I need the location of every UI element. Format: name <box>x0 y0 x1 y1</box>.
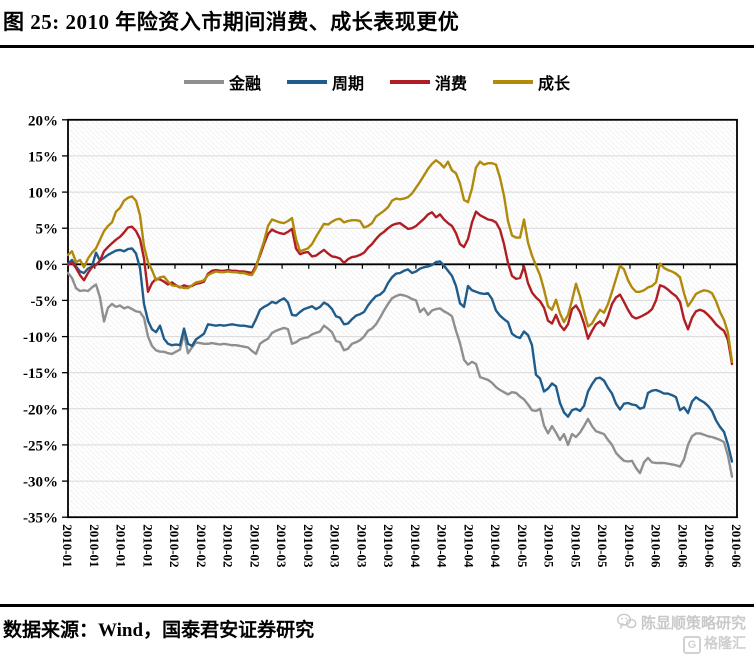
zero-axis <box>67 263 738 269</box>
series-line-growth <box>66 159 734 363</box>
svg-text:10%: 10% <box>28 186 58 202</box>
watermark: 陈显顺策略研究 G 格隆汇 <box>616 613 746 655</box>
svg-text:2010-03: 2010-03 <box>381 524 396 568</box>
chart-legend: 金融 周期 消费 成长 <box>0 70 754 94</box>
svg-text:2010-04: 2010-04 <box>488 524 503 568</box>
y-axis-labels: 20% 15% 10% 5% 0% -5% -10% -15% -20% -25% -30% -35% <box>23 113 58 526</box>
svg-text:-35%: -35% <box>23 511 58 527</box>
wechat-icon <box>616 613 637 635</box>
title-divider <box>0 45 754 48</box>
legend-swatch-cyclical <box>286 80 327 84</box>
svg-text:2010-06: 2010-06 <box>676 524 691 568</box>
svg-text:2010-01: 2010-01 <box>140 524 155 567</box>
legend-swatch-consumer <box>390 80 430 84</box>
svg-text:2010-01: 2010-01 <box>87 524 102 567</box>
data-source-note: 数据来源：Wind，国泰君安证券研究 <box>3 620 315 641</box>
svg-text:2010-02: 2010-02 <box>194 524 209 567</box>
legend-item-cyclical: 周期 <box>286 70 364 94</box>
series-line-cyclical <box>66 247 734 463</box>
svg-text:2010-02: 2010-02 <box>167 524 182 567</box>
svg-text:2010-04: 2010-04 <box>461 524 476 568</box>
line-chart: 20% 15% 10% 5% 0% -5% -10% -15% -20% -25% -30% -35%… <box>0 95 754 601</box>
svg-text:2010-05: 2010-05 <box>542 524 557 568</box>
x-axis-labels: 2010-01 2010-01 2010-01 2010-01 2010-02 2010-… <box>60 524 744 568</box>
svg-text:2010-01: 2010-01 <box>114 524 129 567</box>
svg-text:0%: 0% <box>36 258 59 274</box>
series-line-finance <box>66 271 734 478</box>
svg-text:2010-03: 2010-03 <box>328 524 343 568</box>
svg-text:2010-01: 2010-01 <box>60 524 75 567</box>
svg-text:2010-05: 2010-05 <box>622 524 637 568</box>
svg-text:-25%: -25% <box>23 438 58 454</box>
plot-area <box>68 119 737 518</box>
svg-text:2010-03: 2010-03 <box>354 524 369 568</box>
svg-text:2010-06: 2010-06 <box>729 524 744 568</box>
gridlines <box>68 155 737 482</box>
svg-text:-20%: -20% <box>23 402 58 418</box>
svg-text:-5%: -5% <box>31 294 59 310</box>
svg-text:-30%: -30% <box>23 475 58 491</box>
chart-svg: 20% 15% 10% 5% 0% -5% -10% -15% -20% -25% -30% -35%… <box>23 113 744 568</box>
gelonghui-logo-icon: G <box>683 636 701 655</box>
legend-swatch-growth <box>493 80 534 84</box>
svg-text:2010-02: 2010-02 <box>247 524 262 567</box>
svg-text:15%: 15% <box>28 149 58 165</box>
svg-text:-10%: -10% <box>23 330 58 346</box>
y-axis-ticks <box>62 119 68 518</box>
watermark-platform-name: 格隆汇 <box>704 637 746 653</box>
legend-label-consumer: 消费 <box>435 76 468 93</box>
legend-label-growth: 成长 <box>538 76 571 93</box>
plot-frame <box>67 118 738 519</box>
svg-text:2010-06: 2010-06 <box>649 524 664 568</box>
watermark-account-name: 陈显顺策略研究 <box>640 615 746 632</box>
svg-text:2010-06: 2010-06 <box>702 524 717 568</box>
legend-item-finance: 金融 <box>183 70 261 94</box>
svg-text:2010-05: 2010-05 <box>515 524 530 568</box>
svg-text:-15%: -15% <box>23 366 58 382</box>
footer-divider <box>0 604 754 607</box>
svg-text:20%: 20% <box>28 113 58 129</box>
svg-text:2010-04: 2010-04 <box>408 524 423 568</box>
svg-text:5%: 5% <box>36 222 59 238</box>
svg-text:2010-05: 2010-05 <box>568 524 583 568</box>
svg-text:2010-03: 2010-03 <box>274 524 289 568</box>
legend-label-finance: 金融 <box>228 76 261 93</box>
legend-label-cyclical: 周期 <box>331 76 364 93</box>
svg-text:2010-05: 2010-05 <box>595 524 610 568</box>
chart-title: 图 25: 2010 年险资入市期间消费、成长表现更优 <box>3 10 460 34</box>
svg-text:2010-03: 2010-03 <box>301 524 316 568</box>
svg-text:2010-04: 2010-04 <box>435 524 450 568</box>
legend-swatch-finance <box>183 80 224 84</box>
legend-item-consumer: 消费 <box>390 70 467 94</box>
legend-item-growth: 成长 <box>493 70 570 94</box>
svg-text:2010-02: 2010-02 <box>221 524 236 567</box>
